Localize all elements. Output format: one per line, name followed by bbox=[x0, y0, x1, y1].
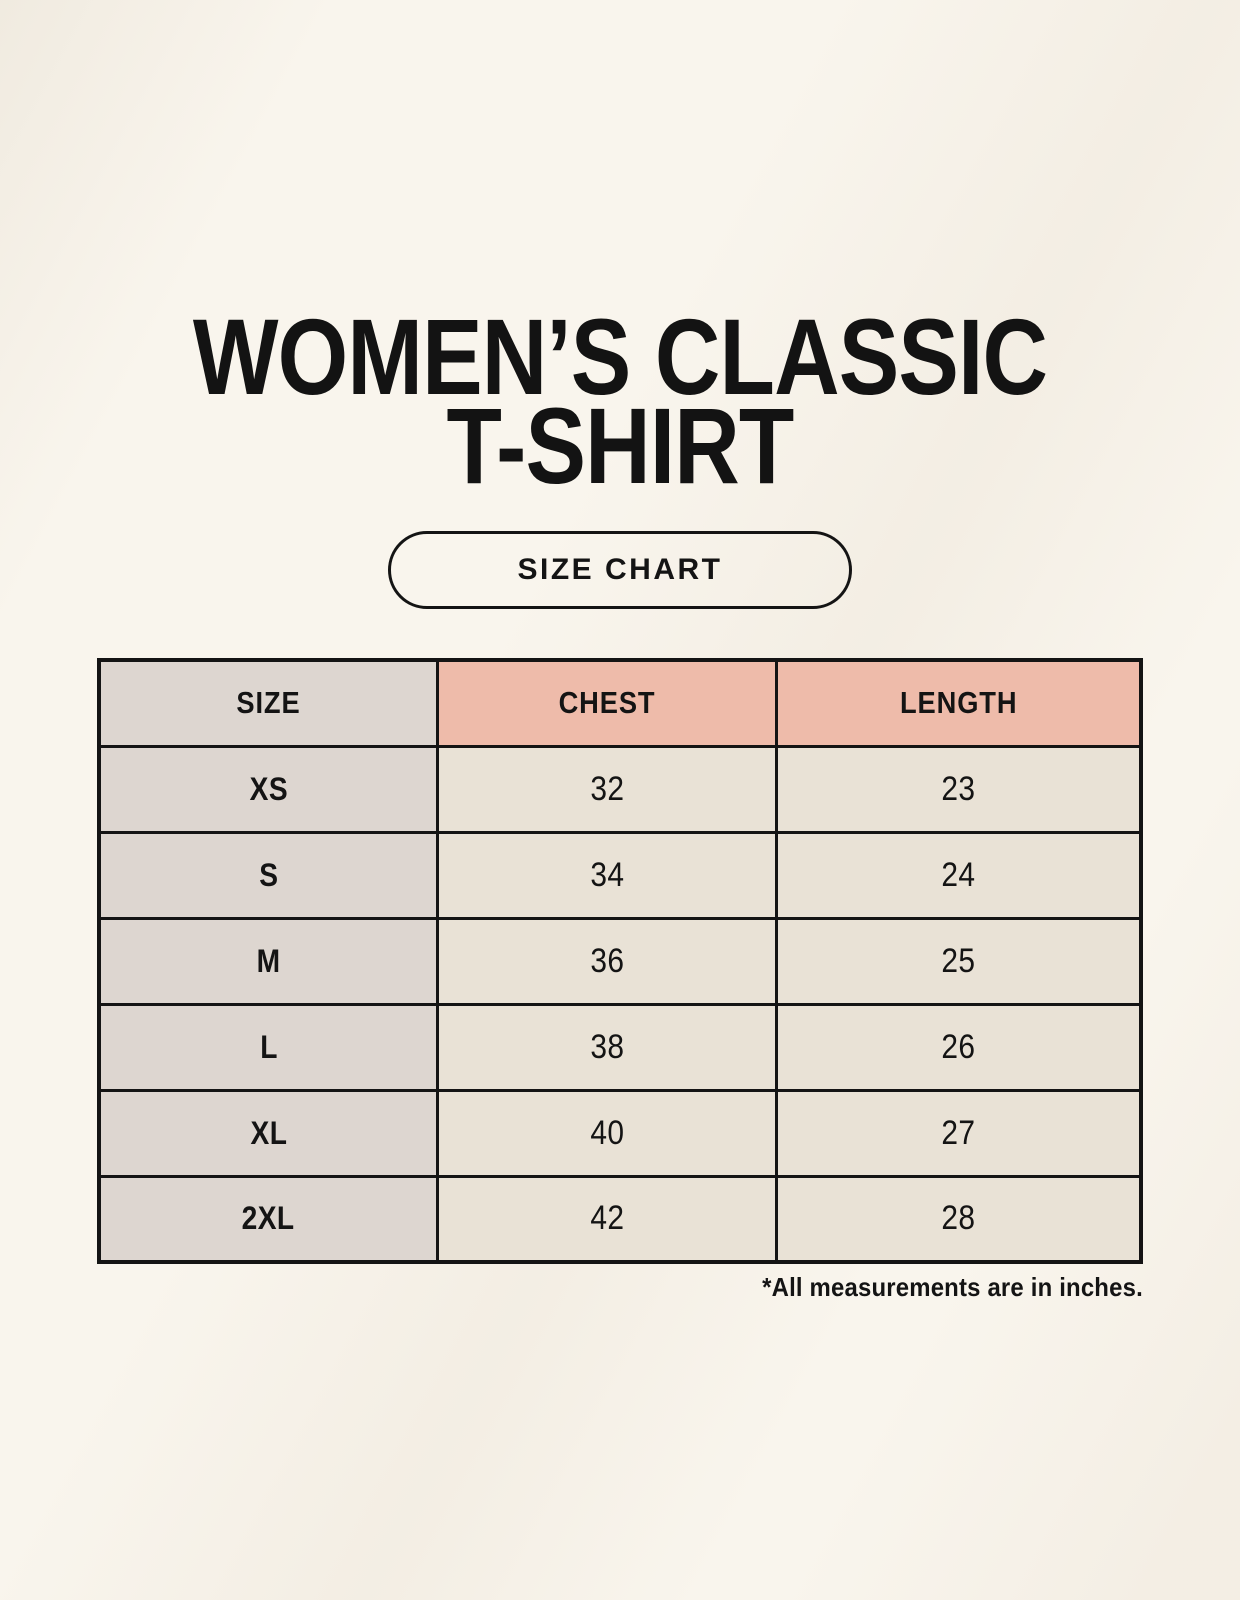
length-cell: 25 bbox=[774, 916, 1143, 1006]
size-cell: S bbox=[97, 830, 440, 920]
size-chart-table: SIZE CHEST LENGTH XS 32 23 S 34 24 M 36 … bbox=[97, 658, 1143, 1264]
chest-cell: 34 bbox=[436, 830, 778, 920]
table-row-s: S 34 24 bbox=[97, 830, 1143, 920]
table-row-l: L 38 26 bbox=[97, 1002, 1143, 1092]
chest-cell: 38 bbox=[436, 1002, 778, 1092]
chest-cell: 32 bbox=[436, 744, 778, 834]
table-row-2xl: 2XL 42 28 bbox=[97, 1174, 1143, 1264]
chest-cell: 36 bbox=[436, 916, 778, 1006]
length-cell: 28 bbox=[774, 1174, 1143, 1264]
length-cell: 27 bbox=[774, 1088, 1143, 1178]
table-row-xl: XL 40 27 bbox=[97, 1088, 1143, 1178]
measurements-footnote-text: *All measurements are in inches. bbox=[762, 1272, 1143, 1302]
measurements-footnote: *All measurements are in inches. bbox=[97, 1272, 1143, 1303]
size-cell: XL bbox=[97, 1088, 440, 1178]
column-header-length: LENGTH bbox=[774, 658, 1143, 748]
table-row-xs: XS 32 23 bbox=[97, 744, 1143, 834]
size-cell: M bbox=[97, 916, 440, 1006]
column-header-chest: CHEST bbox=[436, 658, 778, 748]
table-header-row: SIZE CHEST LENGTH bbox=[97, 658, 1143, 748]
size-cell: 2XL bbox=[97, 1174, 440, 1264]
chest-cell: 40 bbox=[436, 1088, 778, 1178]
length-cell: 26 bbox=[774, 1002, 1143, 1092]
size-cell: XS bbox=[97, 744, 440, 834]
table-row-m: M 36 25 bbox=[97, 916, 1143, 1006]
chest-cell: 42 bbox=[436, 1174, 778, 1264]
page-title: WOMEN’S CLASSIC T-SHIRT bbox=[99, 296, 1141, 506]
size-chart-button[interactable]: SIZE CHART bbox=[388, 531, 852, 609]
length-cell: 23 bbox=[774, 744, 1143, 834]
size-chart-button-label: SIZE CHART bbox=[517, 553, 723, 586]
size-cell: L bbox=[97, 1002, 440, 1092]
page-title-line-1: WOMEN’S CLASSIC bbox=[192, 296, 1048, 417]
page-title-line-2: T-SHIRT bbox=[446, 384, 795, 506]
column-header-size: SIZE bbox=[97, 658, 440, 748]
length-cell: 24 bbox=[774, 830, 1143, 920]
